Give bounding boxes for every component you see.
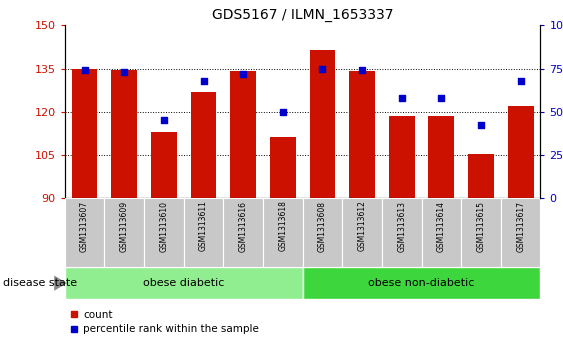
Point bbox=[120, 69, 129, 75]
Bar bbox=[151, 132, 177, 198]
Title: GDS5167 / ILMN_1653337: GDS5167 / ILMN_1653337 bbox=[212, 8, 394, 22]
Bar bbox=[389, 116, 414, 198]
Bar bbox=[303, 198, 342, 267]
Bar bbox=[428, 116, 454, 198]
Point bbox=[437, 95, 446, 101]
Text: GSM1313609: GSM1313609 bbox=[120, 201, 129, 252]
Text: GSM1313616: GSM1313616 bbox=[239, 201, 248, 252]
Bar bbox=[230, 72, 256, 198]
Bar bbox=[422, 198, 461, 267]
Legend: count, percentile rank within the sample: count, percentile rank within the sample bbox=[70, 310, 260, 334]
Text: GSM1313612: GSM1313612 bbox=[358, 201, 367, 252]
Bar bbox=[303, 267, 540, 299]
Point bbox=[199, 78, 208, 83]
Bar bbox=[224, 198, 263, 267]
Text: GSM1313617: GSM1313617 bbox=[516, 201, 525, 252]
Bar bbox=[270, 138, 296, 198]
Point bbox=[476, 123, 485, 129]
Bar bbox=[191, 91, 216, 198]
Bar bbox=[461, 198, 501, 267]
Polygon shape bbox=[54, 276, 67, 291]
Point bbox=[516, 78, 525, 83]
Text: obese non-diabetic: obese non-diabetic bbox=[368, 278, 475, 288]
Bar bbox=[65, 267, 303, 299]
Bar bbox=[263, 198, 303, 267]
Bar bbox=[382, 198, 422, 267]
Text: GSM1313618: GSM1313618 bbox=[278, 201, 287, 252]
Bar bbox=[72, 69, 97, 198]
Text: GSM1313614: GSM1313614 bbox=[437, 201, 446, 252]
Bar bbox=[342, 198, 382, 267]
Bar bbox=[310, 50, 336, 198]
Text: GSM1313613: GSM1313613 bbox=[397, 201, 406, 252]
Bar bbox=[501, 198, 540, 267]
Text: GSM1313607: GSM1313607 bbox=[80, 201, 89, 252]
Text: GSM1313611: GSM1313611 bbox=[199, 201, 208, 252]
Point bbox=[358, 68, 367, 73]
Bar bbox=[508, 106, 534, 198]
Text: GSM1313610: GSM1313610 bbox=[159, 201, 168, 252]
Bar bbox=[184, 198, 224, 267]
Point bbox=[239, 71, 248, 77]
Point bbox=[159, 117, 168, 123]
Text: GSM1313608: GSM1313608 bbox=[318, 201, 327, 252]
Text: GSM1313615: GSM1313615 bbox=[476, 201, 485, 252]
Point bbox=[318, 66, 327, 72]
Bar bbox=[111, 70, 137, 198]
Bar bbox=[468, 154, 494, 198]
Bar bbox=[349, 72, 375, 198]
Point bbox=[80, 68, 89, 73]
Bar bbox=[65, 198, 104, 267]
Text: disease state: disease state bbox=[3, 278, 77, 288]
Bar bbox=[104, 198, 144, 267]
Bar bbox=[144, 198, 184, 267]
Point bbox=[397, 95, 406, 101]
Text: obese diabetic: obese diabetic bbox=[143, 278, 225, 288]
Point bbox=[278, 109, 287, 115]
